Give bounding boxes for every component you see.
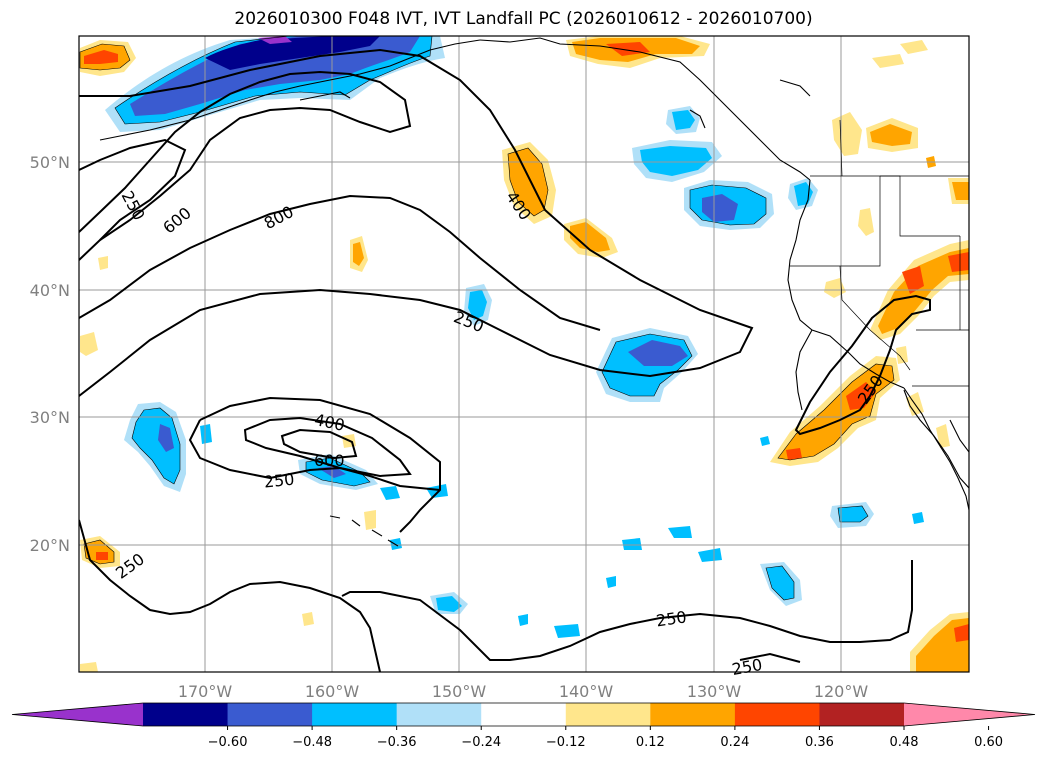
anomaly-patch	[766, 566, 794, 600]
anomaly-patch	[84, 50, 118, 64]
anomaly-patch	[96, 552, 108, 560]
longitude-label: 140°W	[559, 682, 614, 701]
latitude-label: 50°N	[30, 153, 70, 172]
latitude-axis: 50°N 40°N 30°N 20°N	[30, 153, 70, 555]
anomaly-patch	[380, 486, 400, 500]
colorbar-extend-high	[904, 703, 1035, 726]
colorbar: −0.60 −0.48 −0.36 −0.24 −0.12 0.12 0.24 0.36 0.4…	[11, 702, 1036, 750]
anomaly-patch	[832, 112, 862, 156]
map-area	[79, 36, 969, 672]
anomaly-patch	[760, 436, 770, 446]
contour-label: 250	[263, 470, 295, 492]
anomaly-patch	[702, 194, 738, 222]
anomaly-patch	[80, 332, 98, 356]
anomaly-patch	[954, 624, 969, 642]
anomaly-patch	[878, 248, 969, 334]
colorbar-segment	[650, 703, 736, 726]
anomaly-patch	[870, 124, 912, 146]
colorbar-tick-label: 0.48	[890, 735, 919, 750]
longitude-label: 150°W	[432, 682, 487, 701]
latitude-label: 20°N	[30, 536, 70, 555]
colorbar-tick-label: 0.36	[805, 735, 834, 750]
ivt-contours	[79, 48, 931, 672]
anomaly-patch	[640, 146, 712, 176]
latitude-label: 30°N	[30, 408, 70, 427]
anomaly-patch	[80, 662, 98, 672]
anomaly-patch	[872, 54, 904, 68]
anomaly-patch	[518, 614, 528, 626]
longitude-label: 170°W	[178, 682, 233, 701]
anomaly-patch	[570, 222, 610, 252]
contour-label: 250	[655, 607, 688, 630]
anomaly-patch	[353, 242, 364, 266]
anomaly-patch	[936, 424, 950, 448]
colorbar-segment	[143, 703, 229, 726]
anomaly-patch	[838, 506, 868, 522]
anomaly-patch	[672, 110, 695, 130]
anomaly-patch	[436, 596, 462, 612]
anomaly-patch	[205, 36, 380, 70]
colorbar-segment	[227, 703, 313, 726]
anomaly-patch	[390, 538, 402, 550]
contour-label: 600	[314, 451, 345, 470]
colorbar-segment	[819, 703, 905, 726]
colorbar-segment	[312, 703, 398, 726]
colorbar-tick-label: 0.60	[974, 735, 1003, 750]
longitude-label: 130°W	[687, 682, 742, 701]
colorbar-tick-label: −0.36	[377, 735, 417, 750]
colorbar-segment	[396, 703, 482, 726]
colorbar-segment	[481, 703, 567, 726]
political-borders	[790, 119, 969, 387]
longitude-label: 160°W	[305, 682, 360, 701]
colorbar-outline	[11, 702, 1036, 727]
anomaly-patch	[896, 346, 908, 364]
anomaly-patch	[98, 256, 108, 270]
colorbar-tick-label: −0.48	[292, 735, 332, 750]
anomaly-patch	[200, 424, 212, 444]
colorbar-tick-label: −0.60	[208, 735, 248, 750]
anomaly-patch	[786, 448, 802, 460]
anomaly-patch	[858, 208, 874, 236]
longitude-axis: 170°W 160°W 150°W 140°W 130°W 120°W	[178, 682, 869, 701]
anomaly-patch	[364, 510, 376, 530]
latitude-label: 40°N	[30, 281, 70, 300]
anomaly-patch	[258, 36, 292, 44]
contour-label: 250	[730, 655, 763, 679]
anomaly-patch	[468, 290, 487, 320]
contour-labels: 250 600 800 400 250 400 600 250 250 250 …	[112, 188, 887, 679]
anomaly-patch	[698, 548, 722, 562]
colorbar-tick-label: −0.24	[461, 735, 501, 750]
anomaly-patch	[948, 252, 969, 272]
colorbar-segment	[734, 703, 820, 726]
longitude-label: 120°W	[814, 682, 869, 701]
anomaly-patch	[628, 340, 688, 366]
anomaly-outlines	[79, 36, 895, 601]
anomaly-patch	[130, 36, 420, 116]
colorbar-tick-label: −0.12	[546, 735, 586, 750]
anomaly-patch	[554, 624, 580, 638]
anomaly-patch	[606, 576, 616, 588]
colorbar-tick-label: 0.12	[636, 735, 665, 750]
anomaly-patch	[952, 182, 969, 200]
anomaly-patch	[912, 512, 924, 524]
colorbar-segment	[565, 703, 651, 726]
anomaly-patch	[302, 612, 314, 626]
colorbar-tick-label: 0.24	[720, 735, 749, 750]
anomaly-patch	[132, 408, 180, 484]
colorbar-extend-low	[12, 703, 143, 726]
map-frame	[78, 35, 970, 673]
anomaly-patch	[158, 424, 174, 452]
anomaly-patch	[668, 526, 692, 538]
anomaly-patch	[846, 382, 876, 410]
anomaly-patch	[622, 538, 642, 550]
coastlines	[99, 37, 969, 547]
anomaly-patch	[508, 148, 548, 216]
anomaly-patch	[606, 42, 650, 56]
anomaly-patch	[900, 40, 928, 54]
anomaly-patch	[426, 484, 448, 498]
anomaly-patch	[902, 266, 924, 294]
negative-anomaly-shading	[105, 36, 924, 638]
map-title: 2026010300 F048 IVT, IVT Landfall PC (20…	[234, 9, 813, 29]
